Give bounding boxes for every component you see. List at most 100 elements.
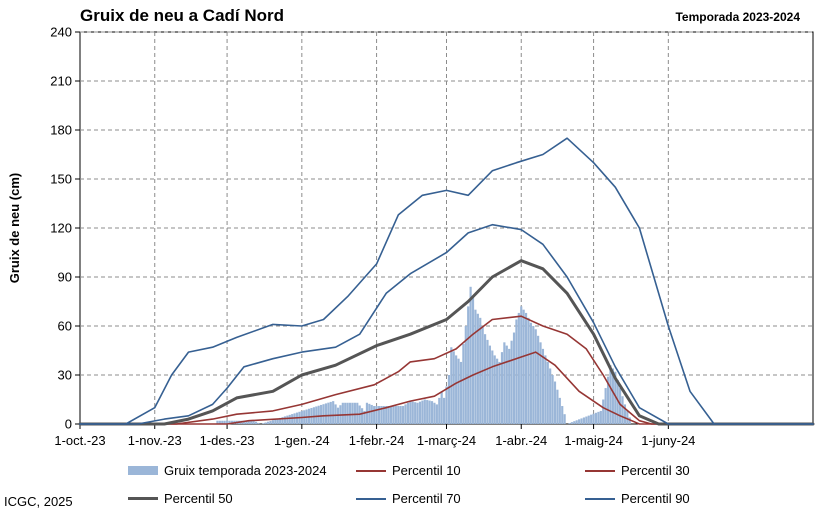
snow-depth-bar — [392, 406, 395, 424]
snow-depth-bar — [356, 402, 359, 424]
snow-depth-bar — [445, 386, 448, 424]
snow-depth-bar — [544, 355, 547, 424]
snow-depth-bar — [368, 403, 371, 424]
x-tick-label: 1-març-24 — [417, 433, 476, 448]
snow-depth-bar — [377, 406, 381, 424]
x-tick-label: 1-des.-23 — [200, 433, 255, 448]
snow-depth-bar — [503, 342, 506, 424]
snow-depth-bar — [486, 339, 489, 424]
snow-depth-bar — [404, 404, 407, 424]
legend-label-p70: Percentil 70 — [392, 491, 461, 506]
snow-depth-bar — [623, 404, 627, 424]
snow-depth-bar — [247, 420, 250, 424]
snow-depth-bar — [464, 326, 467, 424]
legend-item-p10: Percentil 10 — [356, 463, 461, 478]
snow-depth-bar — [558, 397, 561, 424]
snow-depth-bar — [394, 406, 397, 424]
snow-depth-bar — [496, 358, 499, 424]
snow-depth-bar — [491, 350, 494, 424]
snow-depth-bar — [322, 404, 325, 424]
series-line-2 — [79, 315, 814, 425]
snow-depth-bar — [452, 351, 455, 424]
snow-depth-bar — [385, 406, 388, 424]
y-tick-label: 180 — [50, 123, 72, 138]
snow-depth-bar — [279, 417, 282, 424]
snow-depth-bar — [435, 404, 438, 424]
chart-title: Gruix de neu a Cadí Nord — [80, 6, 285, 25]
snow-depth-bar — [344, 402, 347, 424]
snow-depth-bar — [252, 420, 255, 424]
snow-depth-bar — [288, 414, 291, 424]
snow-depth-bar — [426, 400, 429, 424]
snow-depth-bar — [406, 402, 410, 424]
snow-depth-bar — [529, 322, 532, 424]
snow-depth-bar — [469, 286, 472, 424]
snow-depth-bar — [329, 401, 332, 424]
snow-depth-bar — [225, 420, 229, 424]
snow-depth-bar — [223, 420, 226, 424]
legend-item-p50: Percentil 50 — [128, 491, 233, 506]
legend-swatch-p10 — [356, 469, 386, 472]
snow-depth-bar — [389, 406, 393, 424]
snow-depth-bar — [471, 296, 475, 424]
snow-depth-bar — [515, 319, 518, 424]
snow-depth-bar — [585, 416, 588, 424]
snow-depth-bar — [281, 417, 284, 424]
x-tick-label: 1-maig-24 — [564, 433, 623, 448]
snow-depth-bar — [541, 348, 545, 424]
snow-depth-bar — [532, 326, 535, 424]
snow-depth-bar — [315, 406, 318, 424]
y-tick-label: 240 — [50, 25, 72, 40]
y-axis-label: Gruix de neu (cm) — [7, 173, 22, 284]
snow-depth-bar — [266, 421, 270, 424]
legend-item-p90: Percentil 90 — [585, 491, 690, 506]
snow-depth-bar — [351, 402, 354, 424]
snow-depth-bar — [291, 414, 294, 424]
legend-swatch-bars — [128, 466, 158, 475]
snow-depth-bar — [332, 401, 335, 424]
legend-swatch-p70 — [356, 497, 386, 500]
legend-label-p50: Percentil 50 — [164, 491, 233, 506]
snow-depth-bar — [423, 399, 426, 424]
snow-depth-bar — [517, 312, 520, 424]
snow-depth-bar — [549, 368, 552, 424]
snow-depth-bar — [317, 405, 320, 424]
snow-depth-bar — [556, 389, 559, 424]
snow-depth-bar — [387, 406, 390, 424]
snow-depth-bar — [493, 355, 496, 424]
snow-depth-bar — [479, 317, 482, 424]
snow-depth-bar — [457, 358, 460, 424]
snow-depth-bar — [242, 420, 246, 424]
snow-depth-bar — [498, 361, 501, 424]
snow-depth-bar — [271, 420, 274, 424]
snow-depth-bar — [474, 309, 477, 424]
snow-depth-bar — [455, 355, 458, 424]
snow-depth-bar — [619, 388, 622, 424]
snow-depth-bar — [467, 306, 470, 424]
snow-depth-bar — [524, 312, 528, 424]
snow-depth-bar — [582, 417, 586, 424]
snow-depth-bar — [409, 401, 412, 424]
snow-depth-bar — [508, 348, 511, 424]
y-tick-label: 60 — [58, 319, 72, 334]
snow-depth-bar — [254, 421, 258, 424]
snow-depth-bar — [512, 332, 516, 424]
snow-depth-bar — [363, 410, 366, 424]
legend-item-p70: Percentil 70 — [356, 491, 461, 506]
snow-depth-bar — [353, 402, 356, 424]
snow-depth-bar — [606, 376, 610, 424]
snow-depth-bar — [348, 402, 352, 424]
snow-depth-bar — [602, 399, 605, 424]
snow-depth-bar — [481, 326, 484, 424]
snow-depth-bar — [553, 381, 557, 424]
y-tick-label: 210 — [50, 74, 72, 89]
legend-label-bars: Gruix temporada 2023-2024 — [164, 463, 327, 478]
snow-depth-bar — [483, 334, 487, 424]
snow-depth-bar — [276, 418, 279, 424]
snow-depth-bar — [373, 406, 376, 424]
snow-depth-bar — [609, 365, 612, 424]
snow-depth-bar — [230, 420, 233, 424]
snow-depth-bar — [399, 406, 402, 424]
snow-depth-bar — [418, 401, 422, 424]
legend-label-p90: Percentil 90 — [621, 491, 690, 506]
